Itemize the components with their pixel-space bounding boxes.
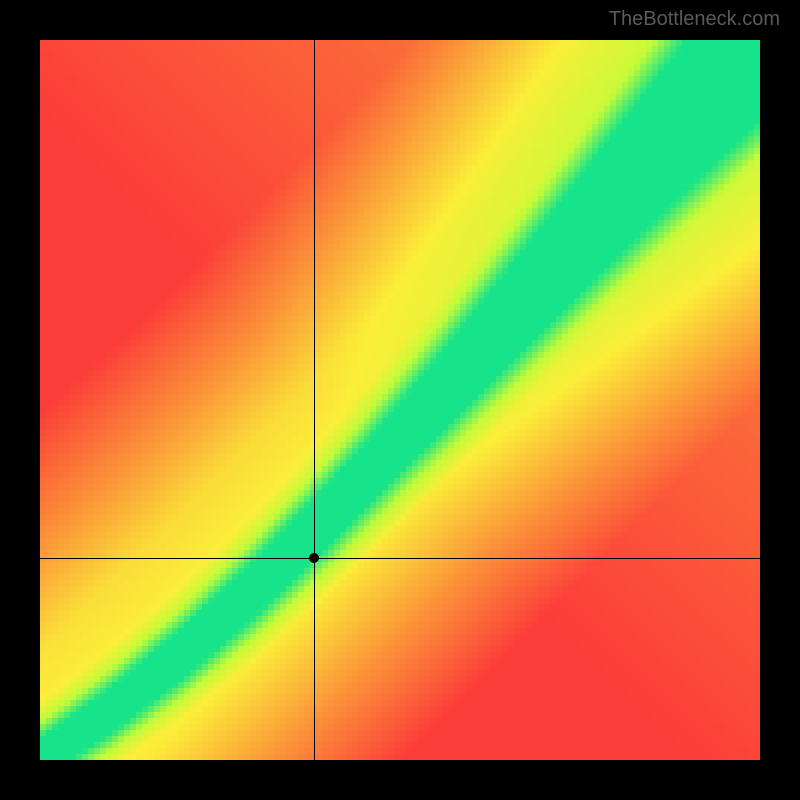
plot-area [40,40,760,760]
chart-outer: TheBottleneck.com [0,0,800,800]
crosshair-vertical [314,40,315,760]
heatmap-canvas [40,40,760,760]
watermark-text: TheBottleneck.com [609,8,780,31]
crosshair-horizontal [40,558,760,559]
crosshair-marker [309,553,319,563]
